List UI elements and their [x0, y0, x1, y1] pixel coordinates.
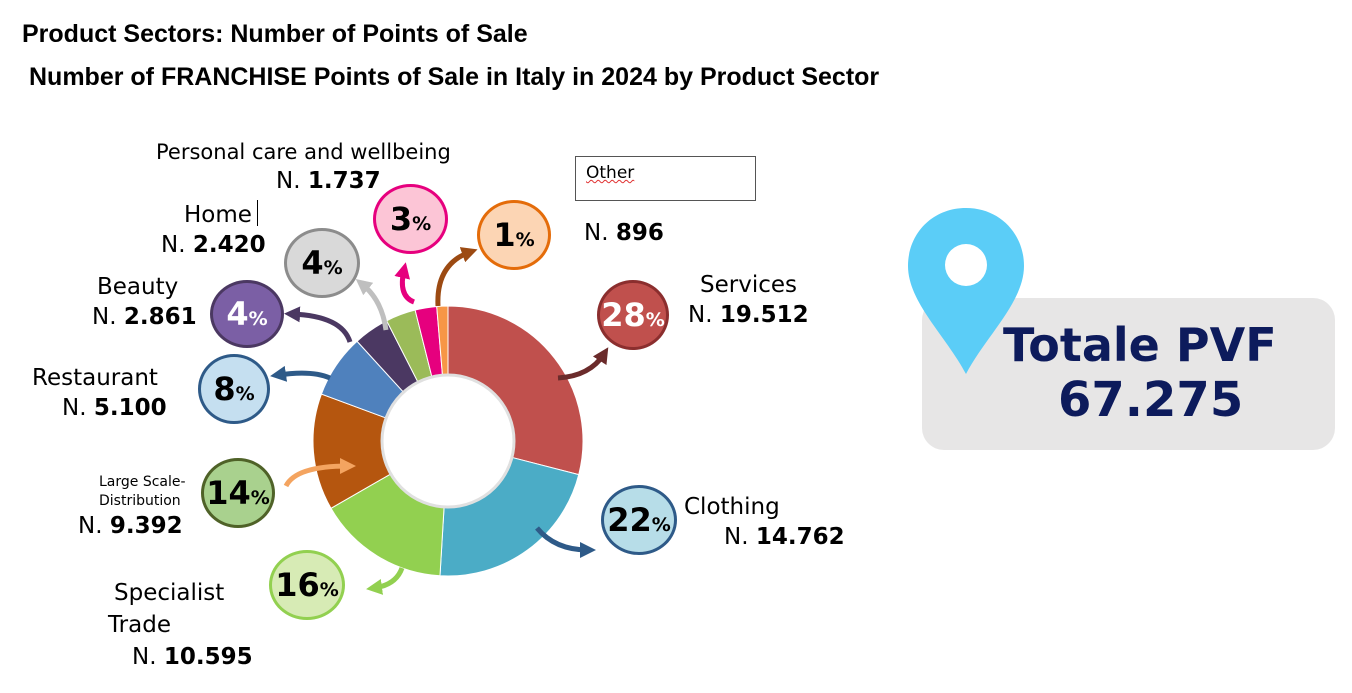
count-prefix: N.: [62, 395, 87, 421]
count-prefix: N.: [161, 232, 186, 258]
label-large-scale: Large Scale- Distribution N. 9.392: [78, 473, 186, 541]
percent-value: 4: [226, 295, 249, 333]
arrow-specialist: [366, 567, 405, 595]
donut-slice-0: [447, 305, 584, 476]
label-specialist-trade: Specialist Trade N. 10.595: [108, 577, 253, 673]
location-pin-icon: [908, 208, 1024, 374]
percent-sign: %: [645, 309, 665, 331]
total-label: Totale PVF: [1003, 318, 1277, 372]
count-prefix: N.: [724, 524, 749, 550]
percent-value: 16: [275, 566, 320, 604]
category-name: Large Scale-: [99, 474, 186, 490]
text-cursor: [257, 200, 258, 226]
callout-arrows: [270, 247, 609, 595]
label-beauty: Beauty N. 2.861: [92, 272, 197, 332]
count-prefix: N.: [78, 513, 103, 539]
category-name: Home: [184, 202, 252, 228]
percent-sign: %: [319, 579, 339, 601]
arrow-beauty: [284, 306, 353, 343]
label-home: Home N. 2.420: [161, 200, 266, 260]
total-value: 67.275: [1058, 372, 1244, 428]
category-count: N. 9.392: [78, 511, 186, 541]
category-name: Restaurant: [32, 365, 158, 391]
percent-bubble-restaurant: 8%: [198, 354, 270, 424]
label-other-count: N. 896: [584, 218, 664, 248]
category-count: N. 2.420: [161, 230, 266, 260]
label-restaurant: Restaurant N. 5.100: [32, 363, 167, 423]
count-prefix: N.: [688, 302, 713, 328]
percent-value: 4: [301, 244, 324, 282]
percent-bubble-specialist-trade: 16%: [269, 550, 345, 620]
percent-bubble-beauty: 4%: [210, 280, 284, 348]
category-count: N. 14.762: [684, 522, 845, 552]
count-prefix: N.: [584, 220, 609, 246]
category-name-line2: Distribution: [99, 493, 181, 509]
percent-bubble-other: 1%: [477, 200, 551, 270]
arrow-large-scale: [283, 458, 356, 488]
chart-subtitle: Number of FRANCHISE Points of Sale in It…: [29, 63, 880, 91]
category-count: N. 2.861: [92, 302, 197, 332]
label-services: Services N. 19.512: [688, 270, 809, 330]
donut-hole: [380, 373, 516, 509]
percent-sign: %: [515, 229, 535, 251]
label-personal-care: Personal care and wellbeing N. 1.737: [156, 138, 451, 196]
percent-value: 8: [213, 370, 236, 408]
count-prefix: N.: [132, 644, 157, 670]
label-clothing: Clothing N. 14.762: [684, 492, 845, 552]
count-prefix: N.: [276, 168, 301, 194]
percent-sign: %: [248, 308, 268, 330]
count-value: 896: [615, 220, 664, 246]
category-name: Clothing: [684, 494, 780, 520]
category-name-line2: Trade: [108, 612, 171, 638]
arrow-clothing: [535, 526, 596, 558]
percent-sign: %: [412, 213, 432, 235]
count-value: 19.512: [719, 302, 809, 328]
percent-value: 14: [206, 474, 251, 512]
percent-bubble-clothing: 22%: [601, 485, 677, 555]
arrow-home: [355, 278, 389, 331]
count-value: 1.737: [307, 168, 381, 194]
category-name: Services: [700, 272, 797, 298]
arrow-services: [557, 347, 609, 381]
count-value: 2.420: [192, 232, 266, 258]
category-count: N. 10.595: [108, 641, 253, 673]
donut-slice-1: [439, 456, 580, 577]
percent-bubble-large-scale: 14%: [201, 458, 275, 528]
count-value: 10.595: [163, 644, 253, 670]
category-name: Beauty: [97, 274, 179, 300]
category-name: Personal care and wellbeing: [156, 140, 451, 164]
percent-bubble-personal-care: 3%: [373, 184, 448, 254]
page-title: Product Sectors: Number of Points of Sal…: [22, 20, 528, 48]
category-name: Specialist: [114, 580, 225, 606]
percent-sign: %: [235, 383, 255, 405]
percent-value: 1: [493, 216, 516, 254]
category-count: N. 19.512: [688, 300, 809, 330]
count-value: 14.762: [755, 524, 845, 550]
percent-sign: %: [323, 257, 343, 279]
category-name: Other: [586, 163, 635, 183]
count-prefix: N.: [92, 304, 117, 330]
count-value: 9.392: [109, 513, 183, 539]
label-other-textbox[interactable]: Other: [575, 156, 756, 201]
percent-bubble-home: 4%: [284, 228, 360, 298]
category-count: N. 5.100: [32, 393, 167, 423]
count-value: 5.100: [93, 395, 167, 421]
category-count: N. 1.737: [156, 167, 451, 196]
percent-value: 28: [601, 296, 646, 334]
percent-value: 22: [607, 501, 652, 539]
arrow-restaurant: [270, 365, 332, 382]
percent-sign: %: [651, 514, 671, 536]
arrow-personal: [394, 262, 416, 305]
count-value: 2.861: [123, 304, 197, 330]
arrow-other: [435, 247, 478, 307]
percent-value: 3: [389, 200, 413, 238]
percent-sign: %: [250, 487, 270, 509]
category-count: N. 896: [584, 218, 664, 248]
percent-bubble-services: 28%: [597, 280, 669, 350]
